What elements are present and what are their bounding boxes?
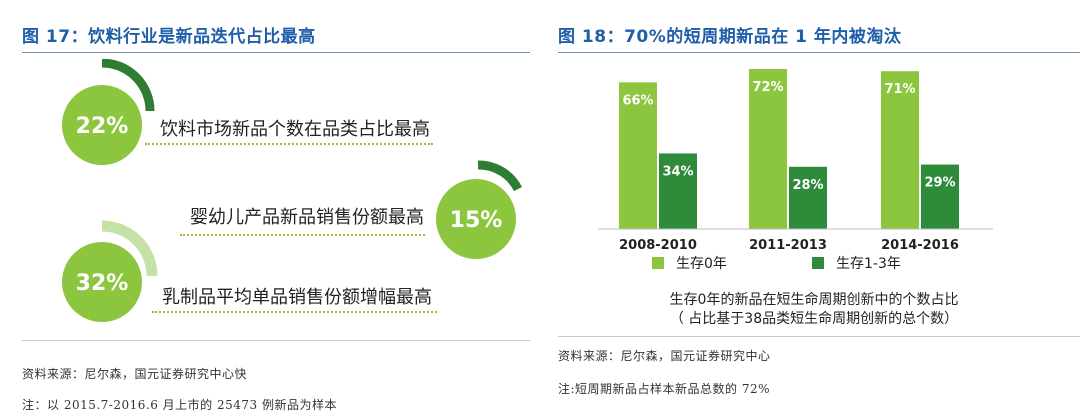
bar-survive-0yr: [619, 82, 657, 229]
stat-circle: [62, 242, 142, 322]
x-tick-label: 2014-2016: [881, 238, 959, 253]
stat-ring-32: 32%: [62, 220, 158, 322]
bar-data-label: 72%: [752, 80, 783, 95]
infographic-area: 22% 饮料市场新品个数在品类占比最高 15% 婴幼儿产品新品销售份额最高 32…: [0, 53, 540, 336]
bar-data-label: 34%: [662, 164, 693, 179]
stat-value: 22%: [76, 114, 129, 139]
legend-swatch: [652, 257, 664, 269]
footnote: 注:短周期新品占样本新品总数的 72%: [558, 382, 771, 396]
stat-ring-15: 15%: [436, 160, 523, 259]
stat-circle: [62, 85, 142, 165]
stat-value: 32%: [76, 271, 129, 296]
x-tick-label: 2011-2013: [749, 238, 827, 253]
stat-ring-22: 22%: [62, 59, 155, 165]
left-figure-panel: 图 17：饮料行业是新品迭代占比最高 22% 饮料市场新品个数在品类占比最高 1…: [0, 27, 540, 412]
bar-data-label: 28%: [792, 178, 823, 193]
survival-bar-chart: 66% 34% 72% 28% 71% 29% 2008-2010 2011-2013 201…: [598, 69, 993, 272]
bar-survive-0yr: [749, 69, 787, 229]
content-divider: [22, 340, 530, 341]
x-tick-label: 2008-2010: [619, 238, 697, 253]
bar-survive-1-3yr: [921, 164, 959, 229]
progress-arc: [101, 220, 158, 277]
content-divider: [558, 336, 1080, 337]
stat-label: 饮料市场新品个数在品类占比最高: [160, 119, 430, 140]
bar-data-label: 71%: [884, 82, 915, 97]
bar-data-label: 66%: [622, 93, 653, 108]
figure-17-title: 图 17：饮料行业是新品迭代占比最高: [22, 27, 316, 47]
stat-value: 15%: [450, 208, 503, 233]
dotted-separator: [152, 311, 437, 313]
chart-caption-line2: （ 占比基于38品类短生命周期创新的总个数）: [669, 311, 959, 327]
progress-arc: [101, 59, 155, 112]
chart-area: 66% 34% 72% 28% 71% 29% 2008-2010 2011-2013 201…: [548, 53, 1080, 336]
chart-caption-line1: 生存0年的新品在短生命周期创新中的个数占比: [669, 292, 959, 308]
title-divider: [22, 52, 530, 53]
progress-arc: [477, 160, 523, 192]
bar-survive-1-3yr: [789, 166, 827, 229]
dotted-separator: [180, 234, 425, 236]
stat-label: 乳制品平均单品销售份额增幅最高: [162, 287, 432, 308]
dotted-separator: [145, 143, 433, 145]
bar-survive-0yr: [881, 71, 919, 229]
bar-survive-1-3yr: [659, 153, 697, 229]
legend-swatch: [812, 257, 824, 269]
source-note: 资料来源：尼尔森，国元证券研究中心: [558, 349, 771, 363]
bar-data-label: 29%: [924, 176, 955, 191]
right-figure-panel: 图 18：70%的短周期新品在 1 年内被淘汰 66% 34% 72% 28% 71% 2…: [548, 0, 1080, 419]
legend-label: 生存0年: [676, 256, 727, 272]
figure-18-title: 图 18：70%的短周期新品在 1 年内被淘汰: [558, 27, 902, 47]
source-note: 资料来源：尼尔森，国元证券研究中心快: [22, 367, 248, 381]
stat-circle: [436, 179, 516, 259]
title-divider: [558, 52, 1080, 53]
legend-label: 生存1-3年: [836, 256, 901, 272]
stat-label: 婴幼儿产品新品销售份额最高: [190, 207, 424, 228]
footnote: 注：以 2015.7-2016.6 月上市的 25473 例新品为样本: [22, 398, 337, 412]
